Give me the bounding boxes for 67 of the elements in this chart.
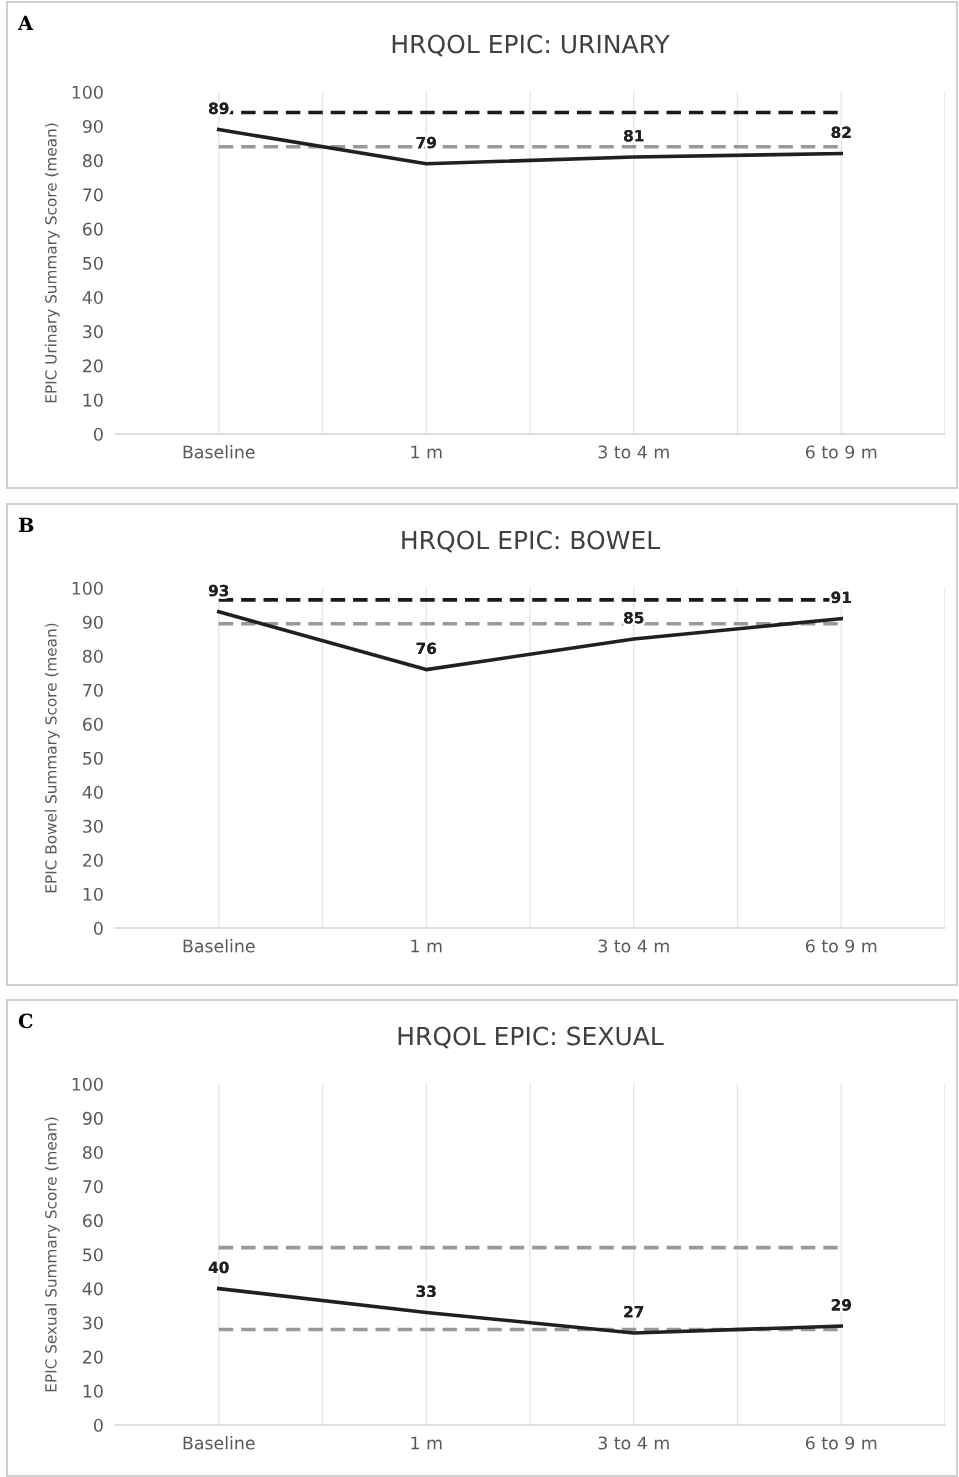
y-tick-label: 80 <box>82 154 103 168</box>
text: B <box>18 517 34 532</box>
data-label: 93 <box>208 584 229 597</box>
y-tick-label: 50 <box>83 751 103 765</box>
chart-title: HRQOL EPIC: BOWEL <box>402 530 661 553</box>
y-tick-label: 30 <box>83 325 103 339</box>
x-tick-label: 3 to 4 m <box>598 1436 669 1450</box>
y-tick-label: 100 <box>72 581 103 595</box>
x-tick-label: 6 to 9 m <box>805 939 877 953</box>
y-tick-label: 10 <box>83 393 103 407</box>
y-tick-label: 80 <box>82 649 103 663</box>
data-label: 81 <box>624 129 644 142</box>
data-label: 89 <box>209 102 229 115</box>
y-tick-label: 10 <box>83 887 103 901</box>
y-tick-label: 60 <box>83 1214 103 1228</box>
y-tick-label: 10 <box>83 1384 103 1398</box>
chart-title: HRQOL EPIC: URINARY <box>392 34 670 57</box>
y-tick-label: 30 <box>83 819 103 833</box>
x-tick-label: Baseline <box>183 939 255 953</box>
y-tick-label: 70 <box>83 1180 103 1194</box>
x-tick-label: 3 to 4 m <box>598 939 669 953</box>
text: C <box>18 1013 33 1029</box>
y-tick-label: 0 <box>93 427 103 441</box>
x-tick-label: 1 m <box>411 939 442 953</box>
y-tick-label: 80 <box>82 1145 103 1160</box>
y-tick-label: 50 <box>83 1248 103 1262</box>
data-label: 76 <box>416 642 437 655</box>
x-tick-label: 6 to 9 m <box>805 445 877 459</box>
data-label: 29 <box>831 1299 851 1311</box>
y-tick-label: 40 <box>82 785 103 799</box>
data-label: 79 <box>416 136 436 149</box>
x-tick-label: Baseline <box>183 1436 255 1450</box>
y-tick-label: 20 <box>83 853 103 867</box>
data-label: 91 <box>831 591 851 604</box>
y-tick-label: 100 <box>72 1077 103 1091</box>
y-tick-label: 70 <box>83 683 103 697</box>
x-tick-label: Baseline <box>183 445 255 459</box>
y-tick-label: 90 <box>82 119 103 134</box>
data-label: 85 <box>624 611 644 624</box>
y-tick-label: 40 <box>82 1282 103 1296</box>
y-tick-label: 20 <box>83 359 103 373</box>
data-label: 82 <box>831 126 851 139</box>
y-tick-label: 0 <box>93 921 103 935</box>
x-tick-label: 3 to 4 m <box>598 445 669 459</box>
y-tick-label: 70 <box>83 188 103 202</box>
y-tick-label: 40 <box>82 290 103 305</box>
y-tick-label: 30 <box>83 1316 103 1330</box>
data-label: 27 <box>624 1305 644 1318</box>
y-tick-label: 0 <box>93 1418 103 1432</box>
data-label: 40 <box>208 1261 229 1274</box>
text: A <box>17 15 34 30</box>
chart-title: HRQOL EPIC: SEXUAL <box>398 1026 664 1049</box>
x-tick-label: 1 m <box>411 1436 442 1450</box>
y-tick-label: 60 <box>83 222 103 236</box>
y-tick-label: 90 <box>82 615 103 629</box>
y-axis-title: EPIC Bowel Summary Score (mean) <box>44 623 60 893</box>
y-tick-label: 100 <box>72 85 103 99</box>
x-tick-label: 1 m <box>411 445 442 459</box>
y-tick-label: 90 <box>82 1111 103 1125</box>
y-axis-title: EPIC Urinary Summary Score (mean) <box>44 123 60 403</box>
y-axis-title: EPIC Sexual Summary Score (mean) <box>44 1117 60 1392</box>
x-tick-label: 6 to 9 m <box>805 1436 877 1450</box>
y-tick-label: 20 <box>83 1350 103 1364</box>
data-label: 33 <box>416 1285 436 1298</box>
y-tick-label: 60 <box>83 717 103 731</box>
y-tick-label: 50 <box>83 256 103 270</box>
line-series <box>216 609 844 672</box>
